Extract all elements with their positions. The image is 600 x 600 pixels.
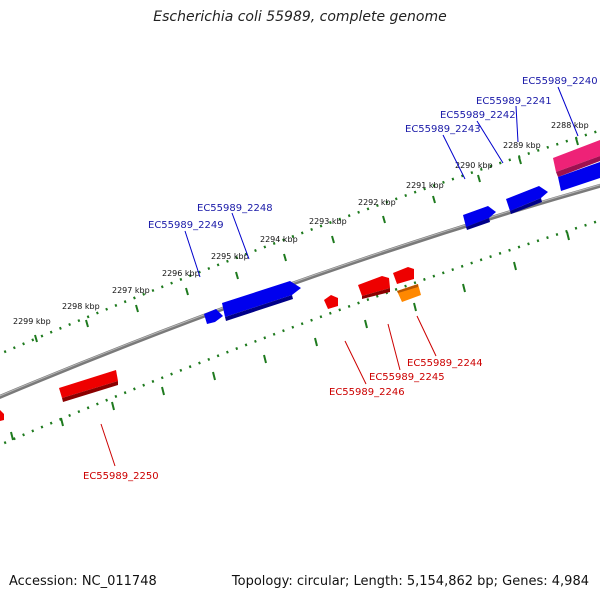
gene-forward-2240-shade: [556, 156, 600, 177]
scale-label-2294: 2294 kbp: [260, 235, 298, 244]
gene-label-2249[interactable]: EC55989_2249: [148, 220, 224, 231]
inner-major-ticks: [10, 231, 570, 441]
scale-label-2288: 2288 kbp: [551, 121, 589, 130]
gene-forward-2242[interactable]: [506, 186, 548, 211]
gene-forward-2248[interactable]: [222, 281, 301, 317]
gene-reverse-2250-shade: [62, 381, 118, 402]
reverse-strand-genes: [0, 267, 421, 421]
scale-label-2297: 2297 kbp: [112, 286, 150, 295]
gene-label-2246[interactable]: EC55989_2246: [329, 387, 405, 398]
gene-label-2248[interactable]: EC55989_2248: [197, 203, 273, 214]
scale-label-2291: 2291 kbp: [406, 181, 444, 190]
gene-reverse-2244-top[interactable]: [393, 267, 414, 284]
gene-forward-2249[interactable]: [204, 309, 223, 324]
scale-label-2298: 2298 kbp: [62, 302, 100, 311]
outer-major-ticks: [34, 137, 579, 343]
gene-forward-2243-shade: [466, 218, 490, 230]
forward-strand-genes: [204, 140, 600, 324]
gene-reverse-2246[interactable]: [324, 295, 338, 309]
gene-reverse-partial[interactable]: [0, 410, 4, 421]
scale-label-2290: 2290 kbp: [455, 161, 493, 170]
scale-label-2293: 2293 kbp: [309, 217, 347, 226]
gene-label-2243[interactable]: EC55989_2243: [405, 124, 481, 135]
genome-stats-text: Topology: circular; Length: 5,154,862 bp…: [231, 574, 589, 589]
gene-reverse-2244[interactable]: [397, 284, 421, 302]
genome-backbone-highlight: [0, 184, 600, 397]
genome-title: Escherichia coli 55989, complete genome: [153, 9, 447, 25]
gene-label-2242[interactable]: EC55989_2242: [440, 110, 516, 121]
accession-text: Accession: NC_011748: [9, 574, 157, 589]
gene-reverse-2244-shade: [397, 284, 418, 293]
gene-forward-2241[interactable]: [558, 162, 600, 191]
gene-forward-2242-shade: [510, 198, 542, 214]
gene-label-2240[interactable]: EC55989_2240: [522, 76, 598, 87]
gene-label-2250[interactable]: EC55989_2250: [83, 471, 159, 482]
gene-forward-2248-shade: [225, 295, 293, 321]
inner-scale-track: [0, 219, 600, 447]
gene-reverse-2250[interactable]: [59, 370, 118, 398]
label-leaders: [100, 86, 579, 467]
gene-forward-2243[interactable]: [463, 206, 496, 227]
gene-label-2244[interactable]: EC55989_2244: [407, 358, 483, 369]
gene-reverse-2245-shade: [362, 288, 390, 299]
gene-rna-2240[interactable]: [553, 140, 600, 172]
scale-label-2296: 2296 kbp: [162, 269, 200, 278]
gene-label-2245[interactable]: EC55989_2245: [369, 372, 445, 383]
gene-label-2241[interactable]: EC55989_2241: [476, 96, 552, 107]
scale-label-2289: 2289 kbp: [503, 141, 541, 150]
genome-backbone: [0, 183, 600, 399]
scale-label-2292: 2292 kbp: [358, 198, 396, 207]
scale-label-2295: 2295 kbp: [211, 252, 249, 261]
scale-label-2299: 2299 kbp: [13, 317, 51, 326]
gene-reverse-2245[interactable]: [358, 276, 390, 296]
outer-scale-track: [0, 129, 600, 356]
